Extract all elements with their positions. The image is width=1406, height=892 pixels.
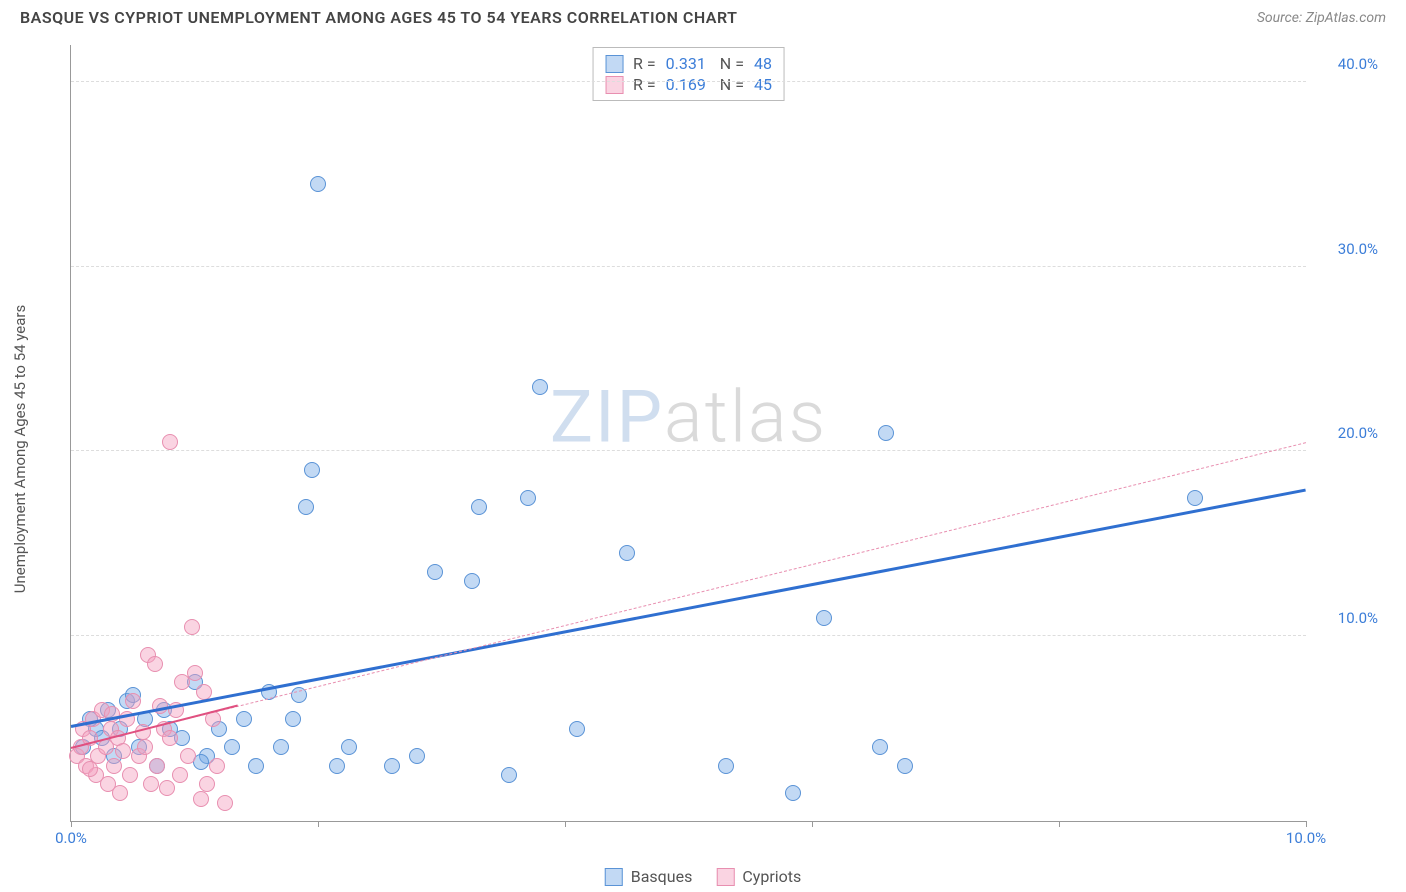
y-tick-label: 30.0% (1338, 240, 1378, 258)
watermark: ZIPatlas (550, 375, 827, 460)
gridline (71, 450, 1306, 451)
swatch-basques-icon (605, 55, 623, 73)
y-axis-label: Unemployment Among Ages 45 to 54 years (11, 304, 29, 592)
scatter-marker (122, 767, 138, 783)
scatter-marker (236, 711, 252, 727)
x-tick-label: 0.0% (55, 829, 87, 847)
scatter-marker (785, 785, 801, 801)
x-tick (1306, 821, 1307, 827)
x-tick (812, 821, 813, 827)
scatter-marker (187, 665, 203, 681)
scatter-marker (149, 758, 165, 774)
trend-line (71, 488, 1307, 727)
scatter-marker (310, 176, 326, 192)
scatter-marker (162, 730, 178, 746)
stats-row-cypriots: R = 0.169 N = 45 (605, 75, 772, 94)
scatter-marker (464, 573, 480, 589)
x-tick (565, 821, 566, 827)
stats-box: R = 0.331 N = 48 R = 0.169 N = 45 (592, 47, 785, 101)
scatter-marker (199, 776, 215, 792)
legend-item-basques: Basques (605, 867, 693, 886)
scatter-marker (172, 767, 188, 783)
scatter-marker (427, 564, 443, 580)
scatter-marker (298, 499, 314, 515)
scatter-marker (180, 748, 196, 764)
scatter-marker (409, 748, 425, 764)
y-tick-label: 20.0% (1338, 424, 1378, 442)
x-tick (1059, 821, 1060, 827)
scatter-marker (501, 767, 517, 783)
scatter-marker (471, 499, 487, 515)
scatter-marker (304, 462, 320, 478)
source-credit: Source: ZipAtlas.com (1257, 10, 1386, 26)
x-tick (71, 821, 72, 827)
scatter-marker (159, 780, 175, 796)
scatter-marker (248, 758, 264, 774)
scatter-marker (619, 545, 635, 561)
swatch-cypriots-icon (605, 76, 623, 94)
legend-item-cypriots: Cypriots (716, 867, 801, 886)
scatter-marker (112, 785, 128, 801)
x-tick (318, 821, 319, 827)
scatter-marker (384, 758, 400, 774)
scatter-marker (569, 721, 585, 737)
swatch-cypriots-icon (716, 868, 734, 886)
gridline (71, 635, 1306, 636)
stats-row-basques: R = 0.331 N = 48 (605, 54, 772, 73)
scatter-marker (143, 776, 159, 792)
scatter-marker (532, 379, 548, 395)
scatter-marker (162, 434, 178, 450)
scatter-marker (285, 711, 301, 727)
swatch-basques-icon (605, 868, 623, 886)
scatter-marker (273, 739, 289, 755)
scatter-marker (217, 795, 233, 811)
scatter-marker (125, 693, 141, 709)
scatter-marker (520, 490, 536, 506)
scatter-marker (872, 739, 888, 755)
scatter-marker (209, 758, 225, 774)
scatter-marker (341, 739, 357, 755)
y-tick-label: 10.0% (1338, 609, 1378, 627)
plot-area: ZIPatlas R = 0.331 N = 48 R = 0.169 N = … (70, 45, 1306, 822)
scatter-marker (1187, 490, 1203, 506)
chart-title: BASQUE VS CYPRIOT UNEMPLOYMENT AMONG AGE… (20, 8, 738, 27)
scatter-marker (897, 758, 913, 774)
scatter-marker (224, 739, 240, 755)
scatter-marker (816, 610, 832, 626)
chart-container: Unemployment Among Ages 45 to 54 years Z… (50, 45, 1386, 852)
scatter-marker (106, 758, 122, 774)
x-tick-label: 10.0% (1286, 829, 1326, 847)
scatter-marker (147, 656, 163, 672)
scatter-marker (193, 791, 209, 807)
scatter-marker (137, 739, 153, 755)
scatter-marker (878, 425, 894, 441)
chart-header: BASQUE VS CYPRIOT UNEMPLOYMENT AMONG AGE… (0, 0, 1406, 31)
scatter-marker (329, 758, 345, 774)
gridline (71, 81, 1306, 82)
scatter-marker (718, 758, 734, 774)
gridline (71, 266, 1306, 267)
scatter-marker (82, 761, 98, 777)
legend-bottom: Basques Cypriots (605, 867, 802, 886)
scatter-marker (115, 743, 131, 759)
trend-line (71, 442, 1306, 748)
y-tick-label: 40.0% (1338, 55, 1378, 73)
scatter-marker (184, 619, 200, 635)
